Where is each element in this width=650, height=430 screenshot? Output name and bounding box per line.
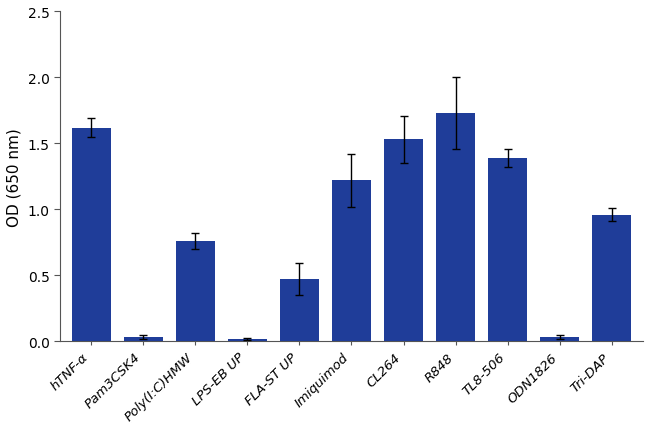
Bar xyxy=(176,241,214,341)
Bar xyxy=(540,338,579,341)
Bar xyxy=(332,181,371,341)
Bar xyxy=(436,114,475,341)
Bar xyxy=(592,215,631,341)
Bar xyxy=(488,159,527,341)
Bar xyxy=(228,339,267,341)
Bar xyxy=(280,280,319,341)
Bar xyxy=(384,140,423,341)
Y-axis label: OD (650 nm): OD (650 nm) xyxy=(7,128,22,226)
Bar xyxy=(124,338,162,341)
Bar xyxy=(72,128,110,341)
